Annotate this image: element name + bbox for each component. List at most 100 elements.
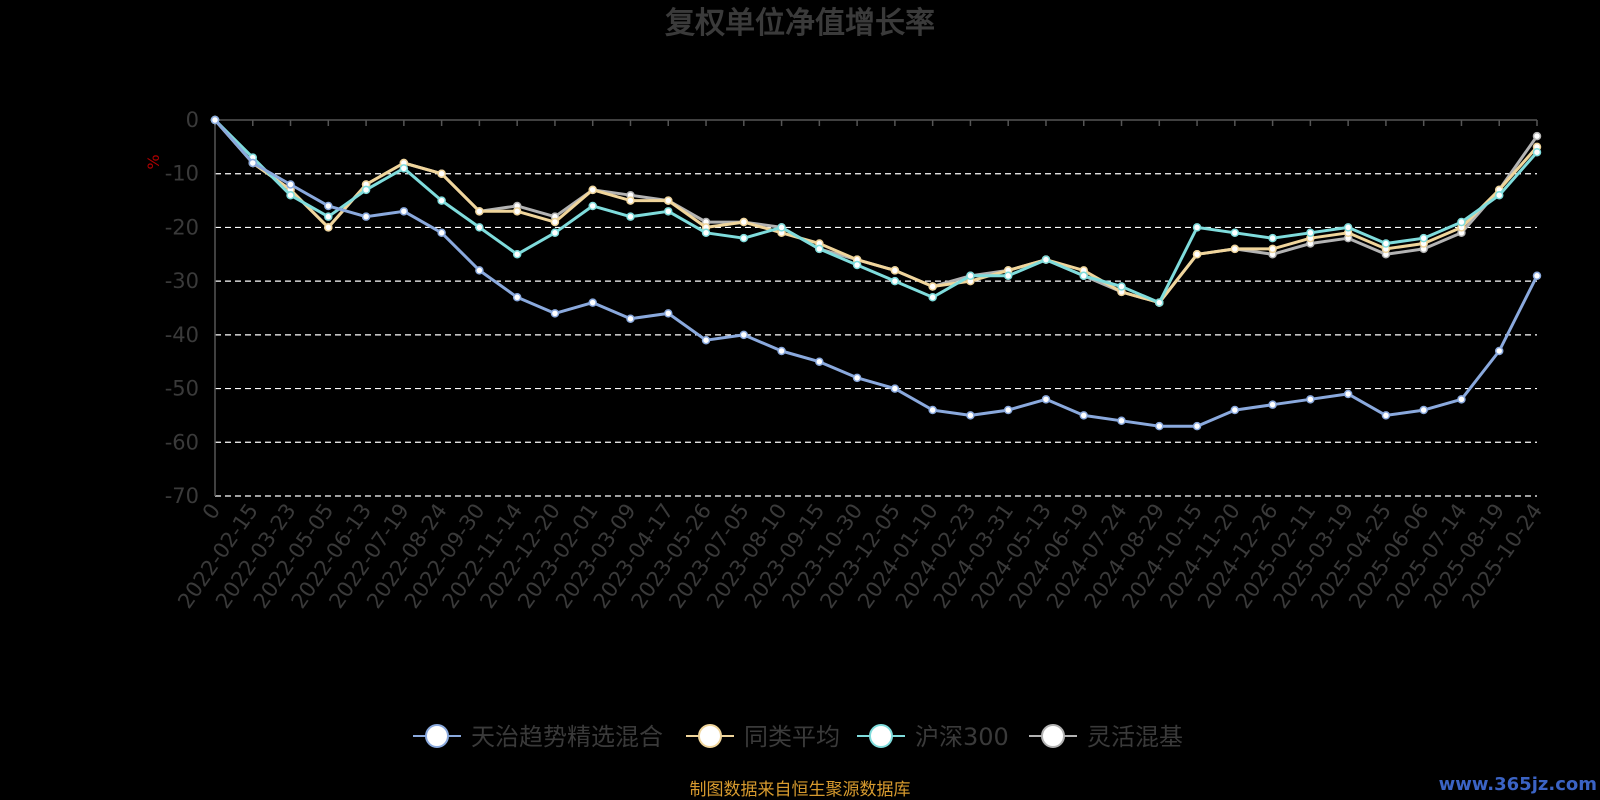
data-point bbox=[1079, 271, 1088, 281]
data-point bbox=[1532, 131, 1542, 141]
data-point bbox=[1457, 217, 1466, 227]
data-point bbox=[1192, 250, 1202, 259]
data-point bbox=[664, 196, 673, 205]
y-tick-label: -40 bbox=[165, 323, 199, 347]
data-point bbox=[324, 212, 333, 221]
data-point bbox=[210, 115, 220, 125]
data-point bbox=[890, 266, 900, 275]
legend[interactable]: 天治趋势精选混合 同类平均 沪深300 灵活混基 bbox=[413, 723, 1183, 751]
data-point bbox=[664, 309, 673, 318]
data-point bbox=[399, 207, 409, 216]
data-point bbox=[361, 212, 371, 221]
data-point bbox=[1532, 271, 1542, 281]
data-point bbox=[1381, 239, 1391, 248]
y-tick-label: -10 bbox=[165, 162, 199, 186]
data-point bbox=[1079, 411, 1088, 420]
data-point bbox=[1041, 255, 1051, 264]
data-point bbox=[1419, 405, 1428, 415]
data-point bbox=[550, 217, 560, 227]
data-point bbox=[739, 233, 749, 243]
series-line bbox=[213, 119, 1539, 305]
legend-marker bbox=[425, 724, 449, 748]
data-point bbox=[399, 164, 409, 173]
data-point bbox=[928, 405, 937, 415]
data-point bbox=[626, 314, 635, 323]
y-tick-label: -60 bbox=[165, 430, 199, 454]
data-point bbox=[1268, 244, 1277, 254]
data-point bbox=[1192, 223, 1202, 232]
data-point bbox=[1306, 228, 1315, 238]
y-axis-unit: % bbox=[144, 154, 163, 169]
data-point bbox=[1306, 395, 1315, 404]
data-point bbox=[966, 411, 975, 420]
data-point bbox=[1268, 400, 1277, 409]
data-point bbox=[475, 223, 484, 232]
data-point bbox=[890, 276, 900, 286]
data-point bbox=[852, 373, 862, 383]
source-note: 制图数据来自恒生聚源数据库 bbox=[690, 780, 911, 800]
data-point bbox=[626, 212, 635, 221]
data-point bbox=[890, 384, 900, 393]
data-point bbox=[475, 207, 484, 216]
data-point bbox=[324, 223, 333, 232]
data-point bbox=[512, 250, 522, 259]
data-point bbox=[1003, 271, 1013, 281]
data-point bbox=[1155, 421, 1164, 431]
grid bbox=[215, 173, 1537, 497]
data-point bbox=[1419, 233, 1428, 243]
data-point bbox=[588, 201, 597, 211]
watermark: www.365jz.com bbox=[1439, 774, 1597, 795]
data-point bbox=[928, 293, 937, 302]
data-point bbox=[852, 260, 862, 270]
data-point bbox=[588, 185, 597, 195]
data-point bbox=[437, 169, 446, 178]
data-point bbox=[361, 185, 371, 195]
data-point bbox=[512, 293, 522, 302]
legend-marker bbox=[1041, 724, 1065, 748]
data-point bbox=[1230, 244, 1240, 254]
data-point bbox=[701, 228, 711, 238]
data-point bbox=[248, 158, 258, 168]
data-point bbox=[815, 244, 824, 254]
data-point bbox=[286, 180, 295, 189]
legend-marker bbox=[869, 724, 893, 748]
legend-label: 天治趋势精选混合 bbox=[471, 723, 663, 751]
data-point bbox=[701, 335, 711, 345]
chart-title: 复权单位净值增长率 bbox=[665, 6, 935, 41]
data-point bbox=[1155, 298, 1164, 307]
legend-item[interactable]: 沪深300 bbox=[857, 723, 1009, 751]
data-point bbox=[1457, 395, 1466, 404]
data-point bbox=[1532, 147, 1542, 157]
x-ticks: 02022-02-152022-03-232022-05-052022-06-1… bbox=[173, 499, 1547, 613]
y-tick-label: -30 bbox=[165, 269, 199, 293]
data-point bbox=[1268, 233, 1277, 243]
legend-item[interactable]: 天治趋势精选混合 bbox=[413, 723, 663, 751]
data-point bbox=[550, 309, 560, 318]
data-point bbox=[1381, 411, 1391, 420]
legend-item[interactable]: 同类平均 bbox=[686, 723, 840, 751]
data-point bbox=[1230, 405, 1240, 415]
data-point bbox=[928, 282, 937, 291]
data-point bbox=[475, 266, 484, 275]
series-line bbox=[213, 119, 1539, 305]
series-line bbox=[213, 119, 1539, 428]
y-tick-label: -20 bbox=[165, 215, 199, 239]
data-point bbox=[626, 196, 635, 205]
data-point bbox=[1117, 416, 1126, 426]
data-point bbox=[1343, 223, 1353, 232]
legend-item[interactable]: 灵活混基 bbox=[1029, 723, 1183, 751]
legend-label: 沪深300 bbox=[915, 723, 1009, 751]
legend-label: 灵活混基 bbox=[1087, 723, 1183, 751]
data-point bbox=[1117, 282, 1126, 291]
data-point bbox=[777, 346, 786, 356]
data-point bbox=[739, 217, 749, 227]
data-point bbox=[324, 201, 333, 211]
data-point bbox=[1494, 190, 1504, 200]
data-point bbox=[286, 190, 295, 200]
series-line bbox=[213, 118, 1539, 305]
data-point bbox=[1494, 346, 1504, 356]
legend-label: 同类平均 bbox=[744, 723, 840, 751]
data-point bbox=[1343, 389, 1353, 399]
y-tick-label: -50 bbox=[165, 377, 199, 401]
